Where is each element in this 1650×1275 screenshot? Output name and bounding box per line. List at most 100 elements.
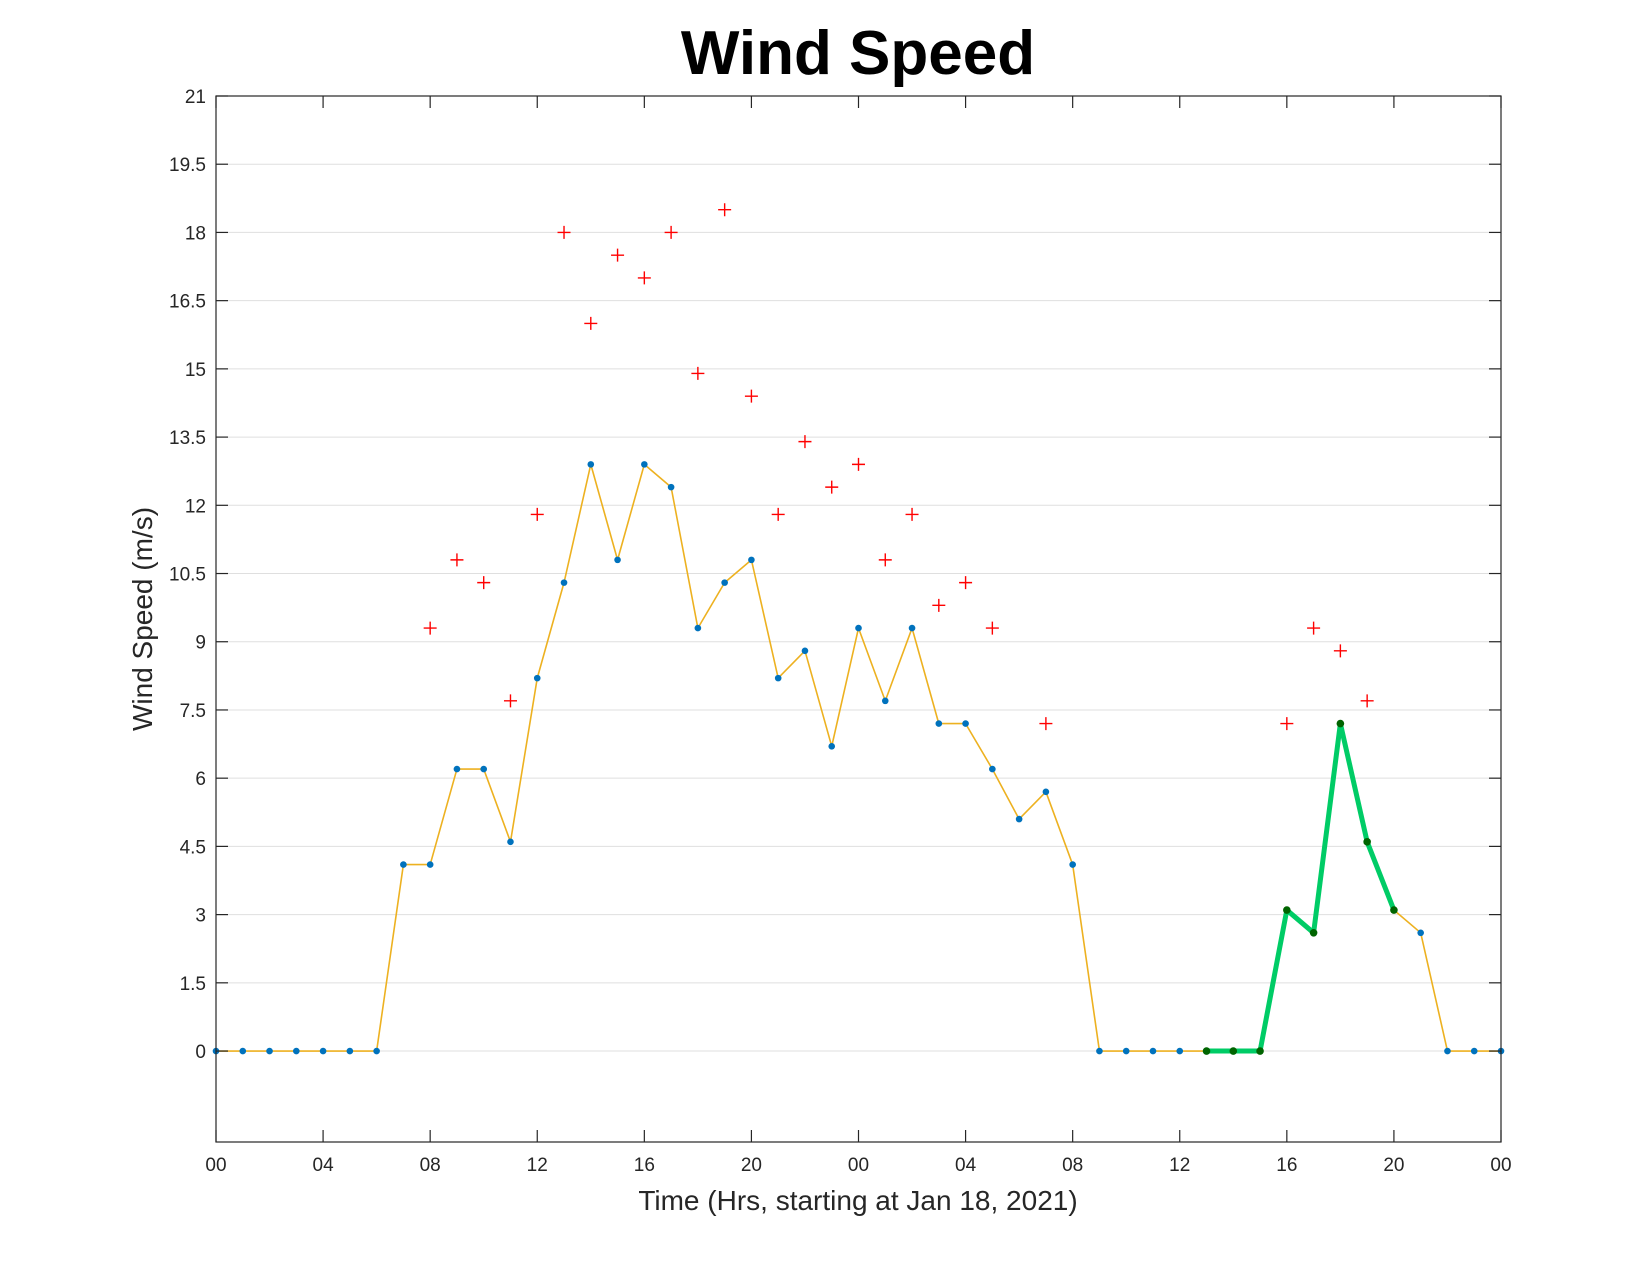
grid-lines (216, 95, 1501, 1052)
speed-data-point (587, 461, 595, 468)
speed-data-point (293, 1047, 300, 1055)
x-tick-label: 16 (634, 1155, 655, 1176)
gust-plus-marker (771, 507, 785, 521)
y-tick-label: 1.5 (180, 974, 206, 995)
y-tick-label: 21 (185, 87, 206, 108)
speed-data-point (1470, 1047, 1478, 1055)
chart-title: Wind Speed (681, 19, 1035, 88)
series-layer (212, 203, 1505, 1055)
speed-data-point (828, 743, 836, 750)
gust-plus-marker (718, 203, 732, 217)
plot-area-frame (215, 95, 1502, 1143)
highlight-series-line (1204, 721, 1397, 1054)
speed-data-point (1069, 861, 1076, 868)
gust-plus-marker (450, 553, 464, 567)
y-tick-label: 0 (195, 1042, 206, 1063)
speed-data-point (373, 1047, 380, 1055)
y-tick-label: 9 (195, 633, 206, 654)
gust-plus-marker (825, 480, 839, 494)
highlight-data-point (1336, 719, 1345, 728)
gust-plus-marker (852, 457, 865, 471)
y-tick-label: 18 (185, 223, 206, 244)
y-tick-label: 3 (195, 906, 206, 927)
speed-data-point (560, 579, 568, 586)
gust-plus-marker (985, 621, 999, 635)
gust-plus-marker (1280, 717, 1294, 731)
speed-data-point (346, 1047, 354, 1055)
speed-data-point (855, 624, 862, 632)
x-tick-label: 16 (1276, 1155, 1297, 1176)
gust-plus-marker (691, 366, 705, 380)
speed-data-point (480, 765, 488, 773)
highlight-data-point (1202, 1047, 1211, 1055)
speed-data-point (1015, 815, 1023, 823)
speed-data-point (614, 556, 621, 564)
highlight-data-point (1283, 906, 1291, 914)
gust-plus-marker (664, 225, 678, 239)
speed-data-point (1417, 929, 1424, 937)
speed-data-point (774, 674, 782, 682)
speed-data-point (935, 720, 943, 727)
speed-series-line (216, 463, 1501, 1052)
x-axis-label: Time (Hrs, starting at Jan 18, 2021) (638, 1185, 1077, 1216)
speed-data-point (801, 647, 809, 655)
speed-data-point (1042, 788, 1050, 796)
speed-data-point (1096, 1047, 1103, 1055)
speed-data-point (426, 861, 434, 868)
y-tick-label: 16.5 (169, 292, 206, 313)
y-tick-label: 10.5 (169, 565, 206, 586)
speed-data-point (908, 624, 916, 632)
highlight-data-point (1390, 906, 1398, 914)
y-tick-label: 7.5 (180, 701, 206, 722)
speed-data-point (533, 674, 541, 682)
x-tick-label: 08 (420, 1155, 441, 1176)
speed-data-point (694, 624, 702, 632)
highlight-data-point (1229, 1047, 1238, 1055)
gust-plus-marker (1307, 621, 1321, 635)
highlight-data-point (1309, 929, 1318, 937)
x-tick-label: 00 (1490, 1155, 1511, 1176)
speed-data-point (453, 765, 461, 773)
gust-plus-marker (932, 598, 946, 612)
speed-data-point (1149, 1047, 1157, 1055)
x-tick-label: 12 (527, 1155, 548, 1176)
x-tick-label: 04 (955, 1155, 977, 1176)
x-tick-label: 20 (1383, 1155, 1404, 1176)
y-tick-label: 4.5 (180, 837, 206, 858)
speed-data-point (881, 697, 889, 705)
x-tick-label: 00 (848, 1155, 869, 1176)
y-tick-label: 13.5 (169, 428, 206, 449)
speed-data-point (400, 861, 407, 868)
x-tick-label: 04 (313, 1155, 335, 1176)
y-tick-label: 19.5 (169, 155, 206, 176)
x-tick-label: 00 (205, 1155, 226, 1176)
gust-plus-marker (530, 507, 544, 521)
speed-data-point (507, 838, 514, 846)
speed-data-point (721, 579, 728, 586)
gust-plus-marker (637, 271, 651, 285)
y-tick-label: 15 (185, 360, 206, 381)
gust-plus-marker (905, 507, 919, 521)
speed-data-point (319, 1047, 327, 1055)
y-tick-label: 6 (195, 769, 206, 790)
y-axis-label: Wind Speed (m/s) (127, 507, 158, 731)
speed-data-point (962, 720, 969, 727)
gust-plus-marker (798, 435, 812, 449)
gust-plus-marker (503, 694, 517, 708)
gust-plus-marker (1039, 717, 1053, 731)
gust-plus-marker (744, 389, 758, 403)
gust-plus-marker (477, 576, 491, 590)
x-tick-label: 20 (741, 1155, 762, 1176)
gust-plus-marker (611, 248, 625, 262)
speed-data-point (266, 1047, 273, 1055)
x-tick-label: 12 (1169, 1155, 1190, 1176)
gust-plus-marker (557, 225, 571, 239)
speed-data-point (1176, 1047, 1184, 1055)
speed-data-point (748, 556, 755, 564)
speed-data-point (667, 483, 675, 491)
speed-data-point (641, 461, 648, 468)
highlight-data-point (1363, 838, 1371, 846)
speed-data-point (239, 1047, 247, 1055)
